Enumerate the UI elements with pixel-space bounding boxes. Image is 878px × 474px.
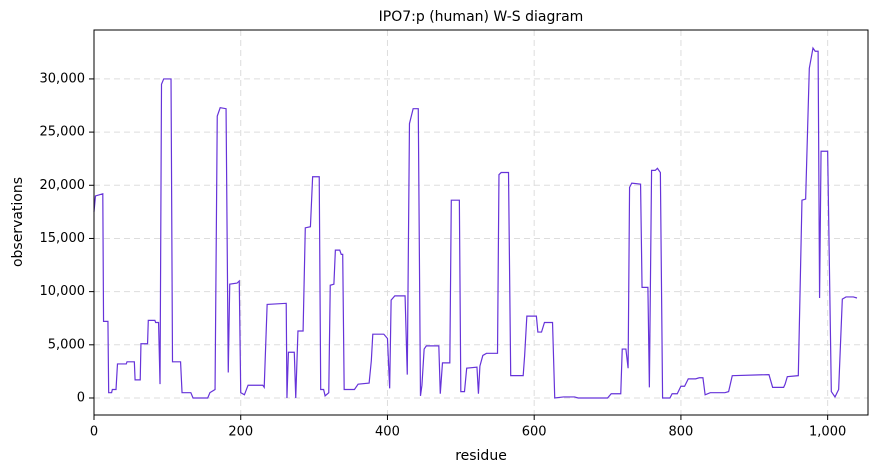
- y-tick-label: 30,000: [40, 71, 86, 86]
- x-tick-label: 400: [375, 425, 400, 440]
- y-tick-label: 20,000: [40, 178, 86, 193]
- x-tick-label: 0: [90, 425, 98, 440]
- y-tick-label: 15,000: [40, 231, 86, 246]
- x-tick-label: 1,000: [809, 425, 846, 440]
- y-tick-label: 5,000: [48, 337, 85, 352]
- x-tick-label: 600: [522, 425, 547, 440]
- plot-frame: [93, 29, 869, 416]
- data-line: [93, 46, 858, 399]
- y-tick-label: 25,000: [40, 125, 86, 140]
- x-tick-label: 800: [669, 425, 694, 440]
- x-axis-label: residue: [455, 448, 507, 464]
- y-tick-label: 10,000: [40, 284, 86, 299]
- chart-title: IPO7:p (human) W-S diagram: [379, 9, 584, 25]
- y-axis-label: observations: [10, 177, 26, 267]
- x-tick-label: 200: [228, 425, 253, 440]
- y-tick-label: 0: [77, 390, 85, 405]
